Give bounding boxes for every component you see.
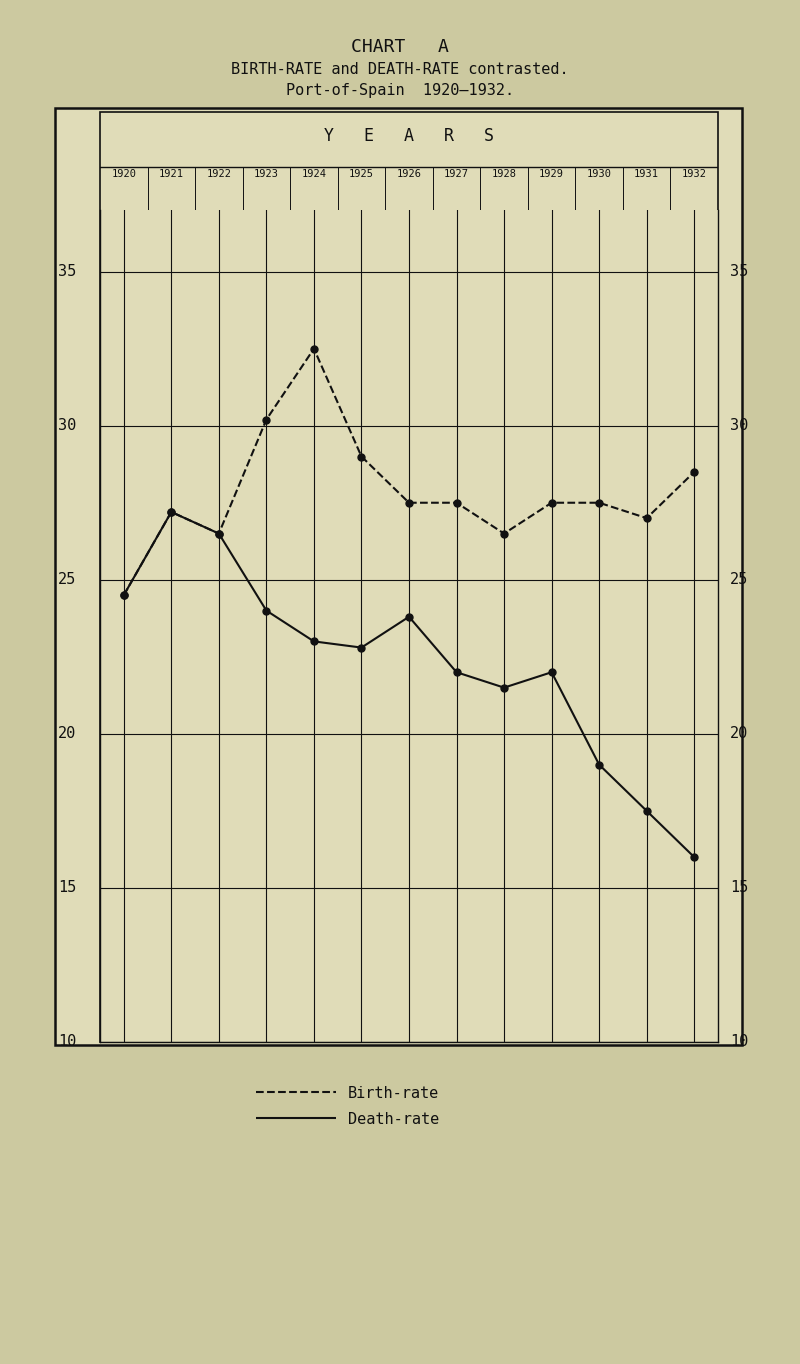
Text: 35: 35	[730, 265, 748, 280]
Text: 1925: 1925	[349, 169, 374, 179]
Text: 1920: 1920	[111, 169, 136, 179]
Text: 1929: 1929	[539, 169, 564, 179]
Text: 35: 35	[58, 265, 76, 280]
Text: 1926: 1926	[397, 169, 422, 179]
Text: 10: 10	[730, 1034, 748, 1049]
Text: Port-of-Spain  1920—1932.: Port-of-Spain 1920—1932.	[286, 83, 514, 98]
Text: 1923: 1923	[254, 169, 279, 179]
Text: 20: 20	[58, 727, 76, 742]
Bar	[100, 112, 718, 1042]
Text: 1924: 1924	[302, 169, 326, 179]
Text: 1921: 1921	[159, 169, 184, 179]
Text: 15: 15	[730, 880, 748, 895]
Text: BIRTH-RATE and DEATH-RATE contrasted.: BIRTH-RATE and DEATH-RATE contrasted.	[231, 61, 569, 76]
Text: Birth-rate: Birth-rate	[348, 1087, 439, 1102]
Text: 1928: 1928	[491, 169, 517, 179]
Text: 15: 15	[58, 880, 76, 895]
Text: 25: 25	[730, 573, 748, 588]
Text: 1932: 1932	[682, 169, 706, 179]
Text: 30: 30	[58, 419, 76, 434]
Text: 1931: 1931	[634, 169, 659, 179]
Bar	[55, 108, 742, 1045]
Text: CHART   A: CHART A	[351, 38, 449, 56]
Text: 20: 20	[730, 727, 748, 742]
Text: 30: 30	[730, 419, 748, 434]
Text: 1922: 1922	[206, 169, 231, 179]
Text: Death-rate: Death-rate	[348, 1113, 439, 1128]
Text: 1930: 1930	[586, 169, 612, 179]
Text: 25: 25	[58, 573, 76, 588]
Text: 10: 10	[58, 1034, 76, 1049]
Text: Y   E   A   R   S: Y E A R S	[324, 127, 494, 145]
Text: 1927: 1927	[444, 169, 469, 179]
